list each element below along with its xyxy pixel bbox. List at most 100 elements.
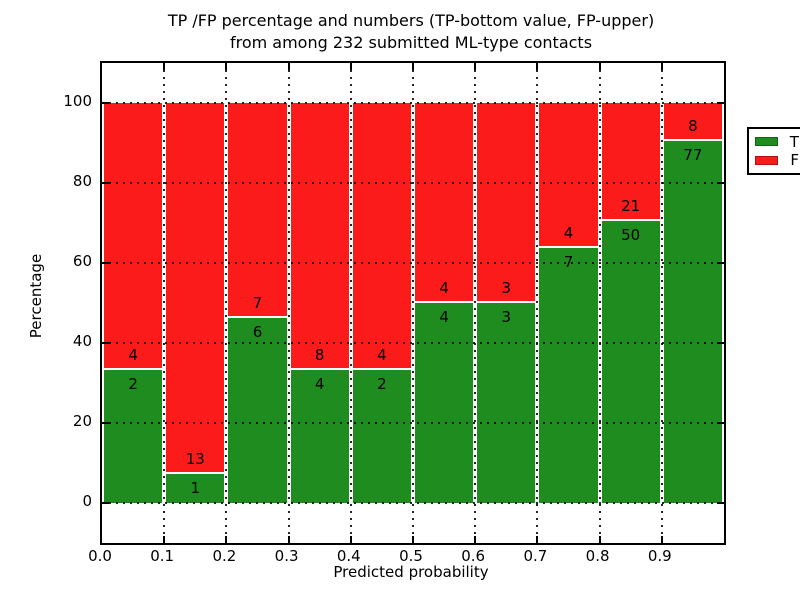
bar-segment-tp: [663, 140, 722, 503]
x-tick-mark: [660, 536, 663, 543]
chart-title-line2: from among 232 submitted ML-type contact…: [229, 33, 593, 52]
y-tick-label: 40: [72, 332, 92, 350]
y-tick-label: 80: [72, 172, 92, 190]
bar-segment-fp: [166, 103, 225, 473]
y-tick-mark: [717, 342, 724, 344]
bar-segment-fp: [601, 103, 660, 220]
bar-segment-tp: [104, 369, 163, 503]
y-tick-mark: [717, 182, 724, 184]
bar-label-fp: 21: [621, 197, 641, 216]
bar-segment-tp: [228, 318, 287, 503]
x-tick-label: 0.4: [336, 547, 361, 565]
tp-color-swatch: [755, 137, 778, 147]
bar-segment-fp: [477, 103, 536, 301]
x-tick-mark: [660, 63, 663, 70]
plot-inner: 4 2 13 1 7 6 8 4 4 2 4 4 3 3 4 7 21 50 8 77: [102, 63, 724, 543]
x-axis-label: Predicted probability: [333, 563, 489, 581]
x-tick-mark: [598, 63, 601, 70]
grid-line-vertical: [225, 63, 228, 543]
bar-label-tp: 2: [128, 374, 138, 393]
x-tick-mark: [474, 536, 477, 543]
y-tick-mark: [717, 502, 724, 504]
bar-segment-fp: [663, 103, 722, 139]
bar-label-fp: 3: [501, 279, 512, 297]
legend-item-tp: TP: [755, 134, 800, 150]
bar-segment-tp: [477, 303, 536, 503]
bar-label-fp: 4: [439, 279, 449, 297]
bar-label-tp: 4: [314, 374, 325, 393]
bar-segment-tp: [352, 369, 411, 503]
bar-segment-fp: [415, 103, 474, 301]
x-tick-mark: [225, 536, 228, 543]
bar-label-fp: 4: [128, 345, 138, 364]
bar-label-tp: 77: [683, 145, 703, 164]
y-tick-mark: [102, 422, 109, 424]
grid-line-vertical: [349, 63, 352, 543]
chart-title: TP /FP percentage and numbers (TP-bottom…: [100, 10, 722, 54]
grid-line-vertical: [287, 63, 290, 543]
grid-line-vertical: [660, 63, 663, 543]
x-tick-label: 0.6: [461, 547, 486, 565]
bar-segment-fp: [228, 103, 287, 317]
bar-label-tp: 3: [501, 308, 512, 326]
bar-label-fp: 8: [688, 116, 698, 135]
x-tick-mark: [287, 536, 290, 543]
legend: TP FP: [747, 127, 800, 175]
x-tick-mark: [287, 63, 290, 70]
bar-label-fp: 8: [314, 345, 325, 364]
x-tick-mark: [536, 63, 539, 70]
y-tick-mark: [102, 502, 109, 504]
x-tick-mark: [598, 536, 601, 543]
y-tick-label: 100: [63, 92, 92, 110]
x-tick-label: 0.0: [88, 547, 112, 565]
x-tick-mark: [349, 536, 352, 543]
x-tick-mark: [349, 63, 352, 70]
x-tick-mark: [163, 63, 166, 70]
bar-label-tp: 2: [377, 374, 387, 393]
y-tick-label: 20: [72, 412, 92, 430]
bar-label-fp: 4: [563, 224, 574, 243]
bar-label-tp: 7: [563, 253, 574, 272]
bar-label-fp: 4: [377, 345, 387, 364]
bar-segment-fp: [104, 103, 163, 368]
x-tick-mark: [474, 63, 477, 70]
bar-label-tp: 4: [439, 308, 449, 326]
x-tick-label: 0.5: [399, 547, 423, 565]
x-tick-label: 0.7: [523, 547, 548, 565]
grid-line-vertical: [474, 63, 477, 543]
y-tick-mark: [102, 262, 109, 264]
grid-line-vertical: [412, 63, 414, 543]
bar-segment-tp: [415, 303, 474, 503]
x-tick-mark: [225, 63, 228, 70]
grid-line-vertical: [536, 63, 539, 543]
bar-segment-tp: [601, 221, 660, 503]
plot-area: 4 2 13 1 7 6 8 4 4 2 4 4 3 3 4 7 21 50 8 77 TP FP: [100, 61, 800, 545]
bar-label-fp: 7: [252, 294, 263, 313]
y-axis-label: Percentage: [27, 253, 45, 339]
y-tick-mark: [717, 422, 724, 424]
x-tick-mark: [163, 536, 166, 543]
y-tick-label: 60: [72, 252, 92, 270]
grid-line-vertical: [598, 63, 601, 543]
legend-label-tp: TP: [789, 132, 800, 151]
y-tick-mark: [717, 262, 724, 264]
bar-segment-fp: [352, 103, 411, 368]
y-tick-mark: [102, 182, 109, 184]
y-tick-mark: [102, 102, 109, 104]
bar-segment-fp: [290, 103, 349, 368]
bar-segment-tp: [539, 248, 598, 503]
grid-line-vertical: [163, 63, 166, 543]
x-tick-mark: [412, 63, 414, 70]
x-tick-label: 0.2: [212, 547, 237, 565]
y-tick-mark: [102, 342, 109, 344]
bar-label-tp: 50: [621, 226, 641, 245]
bar-segment-tp: [290, 369, 349, 503]
x-tick-label: 0.3: [274, 547, 299, 565]
fp-color-swatch: [755, 155, 779, 165]
bar-label-fp: 13: [185, 450, 205, 469]
legend-item-fp: FP: [755, 152, 800, 168]
legend-label-fp: FP: [790, 151, 800, 170]
bar-label-tp: 6: [252, 323, 263, 342]
bar-label-tp: 1: [190, 479, 201, 498]
chart-title-line1: TP /FP percentage and numbers (TP-bottom…: [167, 11, 655, 30]
